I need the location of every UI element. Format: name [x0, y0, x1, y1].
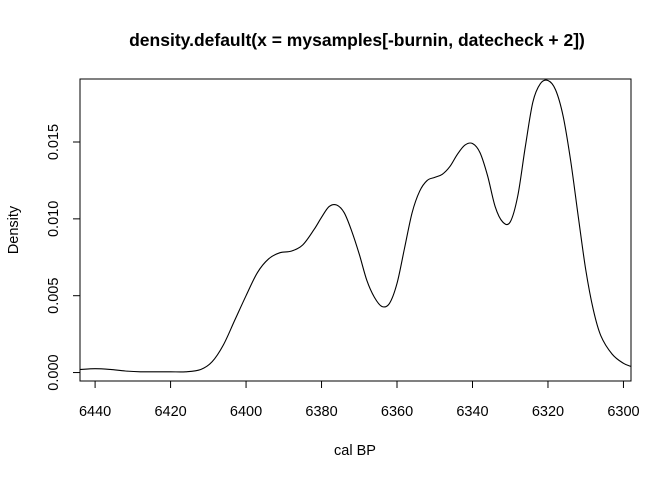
- density-curve: [79, 79, 632, 373]
- x-axis-label: cal BP: [334, 443, 376, 459]
- x-tick-label: 6340: [456, 404, 488, 420]
- y-axis-label: Density: [6, 205, 22, 254]
- y-tick-label: 0.000: [46, 354, 62, 390]
- x-tick-label: 6420: [154, 404, 186, 420]
- plot-frame: [79, 78, 632, 382]
- x-tick-label: 6320: [532, 404, 564, 420]
- y-tick-label: 0.010: [46, 201, 62, 237]
- x-tick-label: 6380: [305, 404, 337, 420]
- x-axis: 6440 6420 6400 6380 6360 6340 6320 6300: [79, 380, 640, 420]
- y-tick-label: 0.005: [46, 278, 62, 314]
- y-axis: 0.000 0.005 0.010 0.015: [46, 124, 81, 391]
- x-tick-label: 6440: [79, 404, 111, 420]
- x-tick-label: 6300: [607, 404, 639, 420]
- chart-title: density.default(x = mysamples[-burnin, d…: [129, 30, 585, 50]
- x-tick-label: 6360: [381, 404, 413, 420]
- x-tick-label: 6400: [230, 404, 262, 420]
- y-tick-label: 0.015: [46, 124, 62, 160]
